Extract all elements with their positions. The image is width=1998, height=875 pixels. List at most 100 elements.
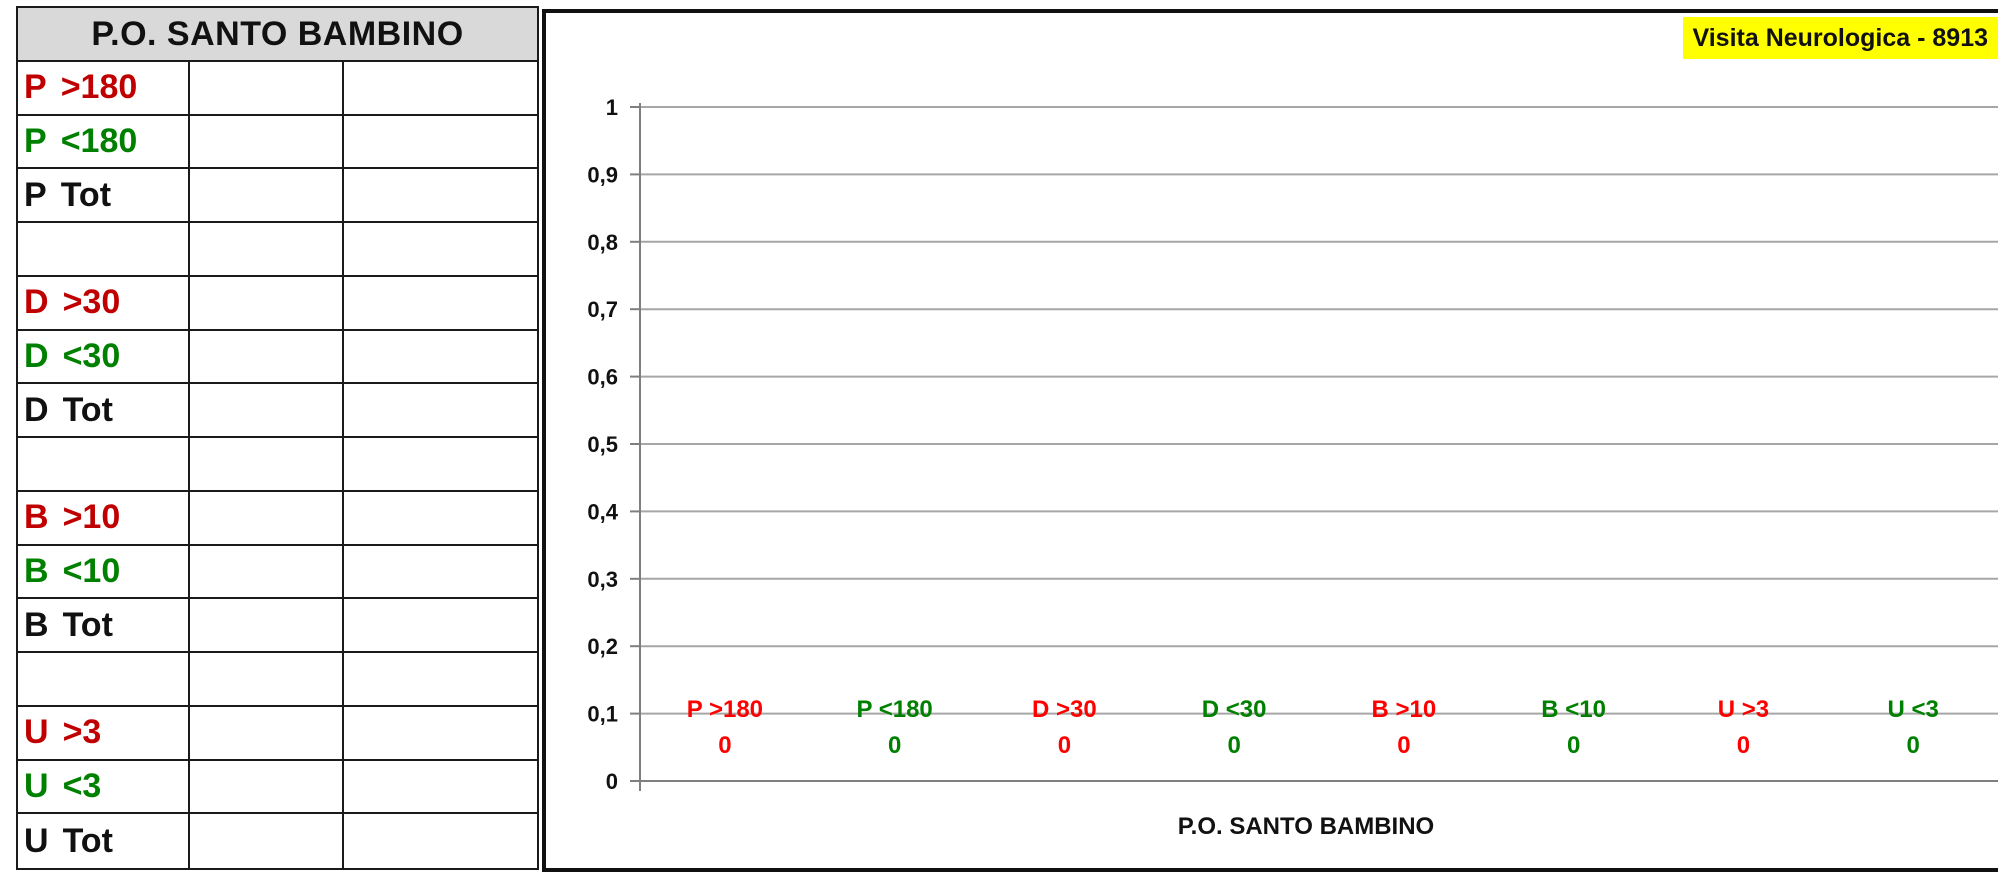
table-row: P >180 bbox=[18, 62, 537, 116]
row-label: >180 bbox=[60, 68, 138, 107]
table-row: D <30 bbox=[18, 330, 537, 385]
row-value-cell bbox=[190, 115, 344, 168]
row-value-cell bbox=[190, 438, 344, 490]
y-tick-label: 0,8 bbox=[587, 230, 618, 255]
row-prefix: P bbox=[24, 68, 47, 107]
category-label: P >180 bbox=[687, 696, 763, 723]
row-value-cell bbox=[190, 223, 344, 275]
row-label-cell: B >10 bbox=[18, 491, 190, 544]
row-percent-cell bbox=[344, 169, 537, 221]
y-tick-label: 0,9 bbox=[587, 162, 618, 187]
row-label: <10 bbox=[62, 551, 121, 590]
row-value-cell bbox=[190, 706, 344, 759]
row-percent-cell bbox=[344, 331, 537, 383]
row-label-cell: B <10 bbox=[18, 545, 190, 598]
row-label-cell: D <30 bbox=[18, 330, 190, 383]
row-prefix: U bbox=[24, 766, 49, 805]
y-tick-label: 0,4 bbox=[587, 499, 618, 524]
row-label-cell: D >30 bbox=[18, 276, 190, 329]
row-label: Tot bbox=[62, 821, 113, 860]
y-tick-label: 0,5 bbox=[587, 432, 618, 457]
row-prefix: P bbox=[24, 175, 47, 214]
row-percent-cell bbox=[344, 599, 537, 651]
row-prefix: B bbox=[24, 551, 49, 590]
table-row bbox=[18, 653, 537, 707]
y-tick-label: 1 bbox=[606, 95, 618, 120]
row-value-cell bbox=[190, 62, 344, 114]
bar-chart: 0 0,1 0,2 0,3 0,4 0,5 0,6 0,7 0,8 0,9 1 P >180 0 P <1… bbox=[587, 95, 1998, 840]
row-label-cell: U >3 bbox=[18, 706, 190, 759]
row-percent-cell bbox=[344, 492, 537, 544]
table-row: P Tot bbox=[18, 169, 537, 224]
row-label-cell: P Tot bbox=[18, 169, 190, 222]
category-label: B >10 bbox=[1372, 696, 1437, 723]
row-label: <180 bbox=[60, 122, 138, 161]
row-label-cell: U <3 bbox=[18, 760, 190, 813]
row-label: >3 bbox=[62, 713, 102, 752]
y-tick-label: 0,2 bbox=[587, 634, 618, 659]
table-row: U >3 bbox=[18, 706, 537, 761]
row-value-cell bbox=[190, 545, 344, 598]
y-tick-label: 0,7 bbox=[587, 297, 618, 322]
row-percent-cell bbox=[344, 384, 537, 436]
table-row: B <10 bbox=[18, 545, 537, 600]
row-percent-cell bbox=[344, 546, 537, 598]
row-label-cell: P >180 bbox=[18, 62, 190, 114]
category-label: U >3 bbox=[1718, 696, 1769, 723]
row-percent-cell bbox=[344, 116, 537, 168]
row-percent-cell bbox=[344, 438, 537, 490]
row-value-cell bbox=[190, 760, 344, 813]
data-label: 0 bbox=[1906, 732, 1919, 759]
y-tick-label: 0,1 bbox=[587, 702, 618, 727]
row-percent-cell bbox=[344, 277, 537, 329]
row-value-cell bbox=[190, 814, 344, 868]
row-percent-cell bbox=[344, 707, 537, 759]
table-row bbox=[18, 438, 537, 492]
table-row: D Tot bbox=[18, 384, 537, 439]
row-prefix: D bbox=[24, 337, 49, 376]
row-percent-cell bbox=[344, 653, 537, 705]
table-row: U <3 bbox=[18, 760, 537, 815]
row-prefix: P bbox=[24, 122, 47, 161]
data-label: 0 bbox=[1058, 732, 1071, 759]
table-row: U Tot bbox=[18, 814, 537, 868]
row-label: Tot bbox=[62, 390, 113, 429]
data-label: 0 bbox=[1737, 732, 1750, 759]
table-row: B >10 bbox=[18, 491, 537, 546]
row-prefix: D bbox=[24, 390, 49, 429]
category-label: D >30 bbox=[1032, 696, 1097, 723]
category-label: U <3 bbox=[1887, 696, 1938, 723]
row-percent-cell bbox=[344, 223, 537, 275]
row-label-cell: B Tot bbox=[18, 599, 190, 652]
table-header: P.O. SANTO BAMBINO bbox=[18, 8, 537, 62]
row-label-cell bbox=[18, 223, 190, 275]
row-label: Tot bbox=[60, 175, 112, 214]
row-label-cell: U Tot bbox=[18, 814, 190, 868]
data-label: 0 bbox=[888, 732, 901, 759]
row-value-cell bbox=[190, 653, 344, 705]
row-prefix: B bbox=[24, 498, 49, 537]
row-prefix: U bbox=[24, 821, 49, 860]
row-percent-cell bbox=[344, 62, 537, 114]
row-label-cell: P <180 bbox=[18, 115, 190, 168]
row-label-cell bbox=[18, 653, 190, 705]
data-label: 0 bbox=[718, 732, 731, 759]
x-axis-title: P.O. SANTO BAMBINO bbox=[1178, 813, 1434, 840]
table-row: P <180 bbox=[18, 115, 537, 170]
chart-badge: Visita Neurologica - 8913 bbox=[1682, 17, 1998, 59]
row-value-cell bbox=[190, 169, 344, 222]
data-label: 0 bbox=[1567, 732, 1580, 759]
row-value-cell bbox=[190, 330, 344, 383]
chart-panel: Visita Neurologica - 8913 0 0,1 0,2 0,3 0,4 0… bbox=[542, 9, 1998, 872]
data-label: 0 bbox=[1397, 732, 1410, 759]
row-prefix: B bbox=[24, 605, 49, 644]
row-label: <30 bbox=[62, 337, 121, 376]
row-percent-cell bbox=[344, 761, 537, 813]
row-value-cell bbox=[190, 599, 344, 652]
row-prefix: D bbox=[24, 283, 49, 322]
row-value-cell bbox=[190, 491, 344, 544]
row-value-cell bbox=[190, 384, 344, 437]
table-row: B Tot bbox=[18, 599, 537, 654]
summary-table: P.O. SANTO BAMBINO P >180 P <180 P Tot D >30 D <3… bbox=[16, 6, 539, 870]
row-value-cell bbox=[190, 276, 344, 329]
